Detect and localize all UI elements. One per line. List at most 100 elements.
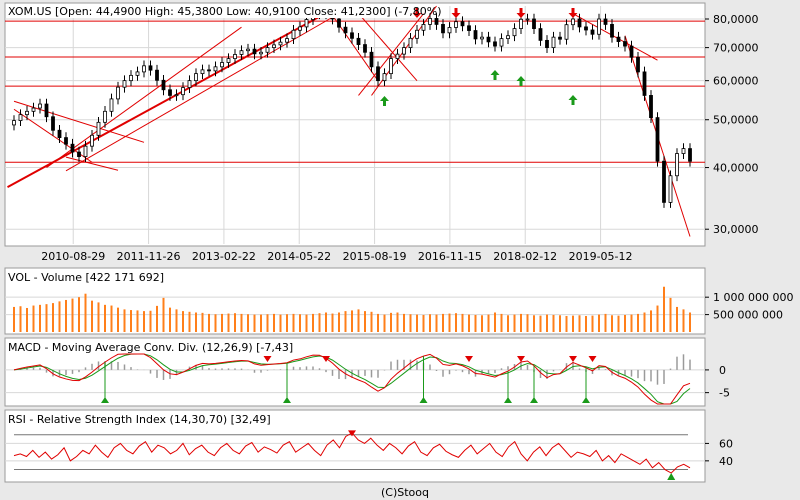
price-date-label: 2013-02-22 xyxy=(192,250,256,263)
volume-bar xyxy=(227,313,230,332)
volume-bar xyxy=(156,305,158,332)
volume-bar xyxy=(539,315,542,332)
macd-buy-marker xyxy=(530,397,538,403)
candle xyxy=(12,120,16,126)
candle xyxy=(571,18,575,26)
volume-bar xyxy=(65,299,67,332)
candle xyxy=(545,39,549,49)
volume-bar xyxy=(266,314,269,332)
price-y-ticks: 80,0000 70,0000 60,0000 50,0000 40,0000 30,00… xyxy=(705,13,759,236)
candle xyxy=(623,41,627,47)
volume-bar xyxy=(409,314,412,332)
rsi-panel: RSI - Relative Strength Index (14,30,70)… xyxy=(4,409,733,483)
candle xyxy=(51,116,55,131)
candle xyxy=(610,24,614,38)
price-grid xyxy=(5,6,705,244)
price-panel: XOM.US [Open: 44,4900 High: 45,3800 Low:… xyxy=(4,2,759,263)
volume-bar xyxy=(71,298,74,332)
candle xyxy=(395,53,400,60)
candle xyxy=(402,47,406,55)
volume-bar xyxy=(26,307,28,332)
candle xyxy=(473,30,478,40)
macd-buy-marker xyxy=(101,397,109,403)
volume-bar xyxy=(474,314,477,332)
volume-bar xyxy=(344,311,347,332)
price-tick-label: 50,0000 xyxy=(713,114,759,127)
candle xyxy=(421,24,426,31)
candle xyxy=(135,71,140,76)
candle xyxy=(668,175,673,203)
price-tick-label: 30,0000 xyxy=(713,223,759,236)
volume-bar xyxy=(669,297,672,332)
volume-bar xyxy=(208,313,210,332)
volume-bar xyxy=(455,313,457,332)
volume-bar xyxy=(13,306,15,332)
volume-bar xyxy=(201,312,204,332)
volume-bar xyxy=(390,312,392,332)
candle xyxy=(376,66,380,82)
volume-bar xyxy=(676,306,678,332)
volume-label: VOL - Volume [422 171 692] xyxy=(8,271,164,284)
candle xyxy=(467,25,471,31)
volume-bar xyxy=(39,304,41,332)
volume-bar xyxy=(513,314,516,332)
volume-bar xyxy=(507,315,509,332)
volume-bar xyxy=(422,314,425,332)
trend-line xyxy=(13,100,145,143)
candle xyxy=(616,36,621,42)
candle xyxy=(525,18,530,21)
macd-grid xyxy=(5,369,705,394)
volume-bar xyxy=(331,313,334,332)
buy-arrow xyxy=(568,95,578,105)
volume-bar xyxy=(214,314,217,332)
macd-y-ticks: 0 -5 xyxy=(705,364,730,400)
macd-label: MACD - Moving Average Conv. Div. (12,26,… xyxy=(8,341,293,354)
volume-bar xyxy=(32,305,35,332)
volume-bar xyxy=(162,297,165,332)
candle xyxy=(532,18,536,29)
macd-line xyxy=(13,353,691,405)
candle xyxy=(499,38,504,47)
volume-bar xyxy=(429,314,431,332)
candle xyxy=(116,86,120,100)
volume-bar xyxy=(279,314,282,332)
candle xyxy=(38,103,42,109)
candle xyxy=(636,56,640,73)
candle xyxy=(460,21,465,27)
volume-bar xyxy=(292,313,295,332)
volume-bar xyxy=(643,312,646,332)
candle xyxy=(200,69,205,75)
volume-bar xyxy=(611,315,613,332)
volume-bar xyxy=(559,315,561,332)
volume-tick-label: 1 000 000 000 xyxy=(713,291,793,304)
volume-bar xyxy=(565,315,568,332)
macd-buy-marker xyxy=(504,397,512,403)
candle xyxy=(278,41,283,46)
volume-bar xyxy=(591,315,594,332)
candle xyxy=(142,65,146,73)
candle xyxy=(629,45,634,58)
volume-bar xyxy=(500,313,503,332)
trend-line xyxy=(7,5,340,189)
candle xyxy=(161,79,166,91)
candle xyxy=(681,148,686,154)
candle xyxy=(96,121,101,136)
volume-bar xyxy=(546,314,548,332)
candle xyxy=(441,24,445,34)
volume-bar xyxy=(78,297,80,332)
candle xyxy=(434,18,439,25)
volume-bar xyxy=(448,313,451,332)
footer-credit: (C)Stooq xyxy=(381,486,429,499)
sell-arrow xyxy=(568,8,578,18)
macd-signal-line xyxy=(13,353,691,405)
volume-bar xyxy=(110,305,113,332)
macd-lines xyxy=(13,353,691,405)
rsi-overbought-marker xyxy=(348,430,356,437)
candle xyxy=(363,44,367,53)
candle xyxy=(129,74,133,82)
volume-bar xyxy=(104,304,106,332)
candle xyxy=(70,143,75,153)
candle xyxy=(369,51,374,68)
price-tick-label: 80,0000 xyxy=(713,13,759,26)
candle xyxy=(415,29,419,39)
